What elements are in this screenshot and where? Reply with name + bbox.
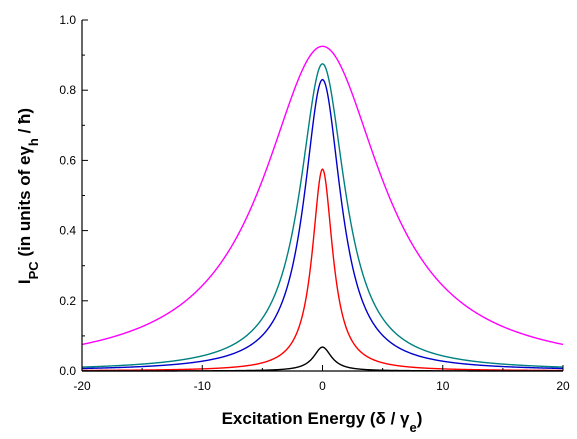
y-tick-label: 0.0 — [59, 364, 76, 378]
series-line-1 — [81, 63, 564, 368]
series-group — [81, 45, 564, 372]
x-tick-label: 0 — [319, 379, 326, 393]
x-tick-label: 20 — [556, 379, 570, 393]
series-line-2 — [81, 78, 564, 370]
y-tick-label: 0.6 — [59, 153, 76, 167]
x-tick-label: -20 — [73, 379, 91, 393]
y-tick-label: 0.4 — [59, 224, 76, 238]
series-line-0 — [81, 45, 564, 346]
series-line-3 — [81, 168, 564, 372]
y-tick-label: 0.8 — [59, 83, 76, 97]
x-axis-title: Excitation Energy (δ / γe) — [222, 409, 423, 435]
x-tick-label: -10 — [194, 379, 212, 393]
axes — [81, 20, 563, 372]
y-tick-label: 1.0 — [59, 13, 76, 27]
y-tick-label: 0.2 — [59, 294, 76, 308]
x-tick-label: 10 — [436, 379, 450, 393]
ticks-group: -20 -10 0 10 20 0.0 0.2 0.4 0.6 0.8 1.0 — [59, 13, 570, 393]
y-axis-title: IPC (in units of eγh / ħ) — [15, 108, 41, 284]
